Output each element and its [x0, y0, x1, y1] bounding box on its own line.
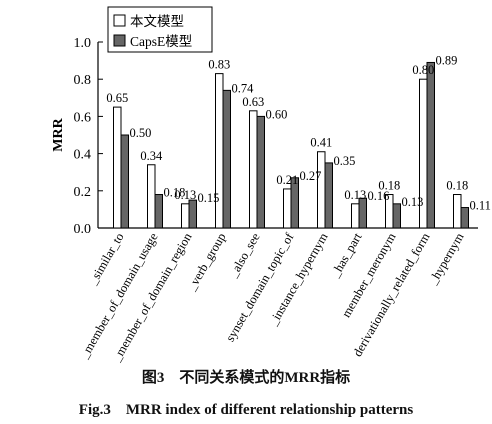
bar-value-label: 0.74 — [232, 81, 255, 95]
bar-value-label: 0.60 — [266, 107, 288, 121]
bars — [113, 61, 469, 229]
bar — [120, 134, 129, 229]
bar — [392, 203, 401, 229]
y-tick-label: 0.2 — [74, 185, 92, 200]
bar-value-label: 0.16 — [368, 189, 390, 203]
y-tick-label: 0.4 — [74, 148, 92, 163]
x-tick-label: _has_part — [328, 230, 365, 280]
bar-value-label: 0.63 — [242, 95, 264, 109]
bar-value-label: 0.41 — [310, 136, 332, 150]
bar-value-label: 0.13 — [344, 188, 366, 202]
bar-value-label: 0.50 — [130, 126, 152, 140]
bar-value-label: 0.13 — [402, 195, 424, 209]
bar-value-label: 0.65 — [106, 91, 128, 105]
bar-value-label: 0.18 — [164, 186, 186, 200]
bar — [351, 203, 360, 229]
bar-value-label: 0.35 — [334, 154, 356, 168]
figure-caption-english: Fig.3 MRR index of different relationshi… — [78, 402, 414, 418]
bar-value-label: 0.13 — [174, 188, 196, 202]
bar — [460, 207, 469, 229]
x-tick-label: _also_see — [226, 230, 263, 280]
bar — [324, 162, 333, 229]
bar-value-label: 0.11 — [470, 199, 491, 213]
figure-caption-chinese: 图3 不同关系模式的MRR指标 — [141, 370, 351, 386]
bar-value-label: 0.18 — [446, 179, 468, 193]
bar-value-label: 0.89 — [436, 53, 458, 67]
bar-value-label: 0.15 — [198, 191, 220, 205]
y-tick-label: 1.0 — [74, 36, 92, 51]
legend: 本文模型 CapsE模型 — [107, 6, 213, 53]
bar — [283, 188, 292, 229]
bar-value-label: 0.83 — [208, 58, 230, 72]
legend-swatch — [113, 14, 126, 27]
bar — [222, 89, 231, 229]
bar — [249, 110, 258, 229]
legend-label: 本文模型 — [130, 14, 184, 29]
bar — [426, 61, 435, 229]
bar-value-label: 0.80 — [412, 63, 434, 77]
bar — [154, 194, 163, 229]
bar — [317, 151, 326, 229]
bar — [453, 194, 462, 229]
bar — [256, 115, 265, 229]
bar-value-label: 0.27 — [300, 169, 322, 183]
y-tick-label: 0.6 — [74, 110, 92, 125]
bar — [181, 203, 190, 229]
bar-value-label: 0.18 — [378, 179, 400, 193]
bar — [188, 199, 197, 229]
value-labels: 0.650.500.340.180.13 0.150.830.740.630.60… — [106, 53, 491, 212]
y-tick-label: 0.8 — [74, 73, 92, 88]
bar — [147, 164, 156, 229]
y-tick-label: 0.0 — [74, 222, 92, 237]
legend-swatch — [113, 34, 126, 47]
legend-label: CapsE模型 — [130, 34, 192, 49]
bar-value-label: 0.21 — [276, 173, 298, 187]
y-axis-title: MRR — [51, 117, 66, 151]
bar-value-label: 0.34 — [140, 149, 163, 163]
bar — [358, 197, 367, 229]
bar — [290, 177, 299, 229]
x-tick-labels: _similar_to_member_of_domain_usage_membe… — [77, 230, 467, 365]
bar — [113, 106, 122, 229]
